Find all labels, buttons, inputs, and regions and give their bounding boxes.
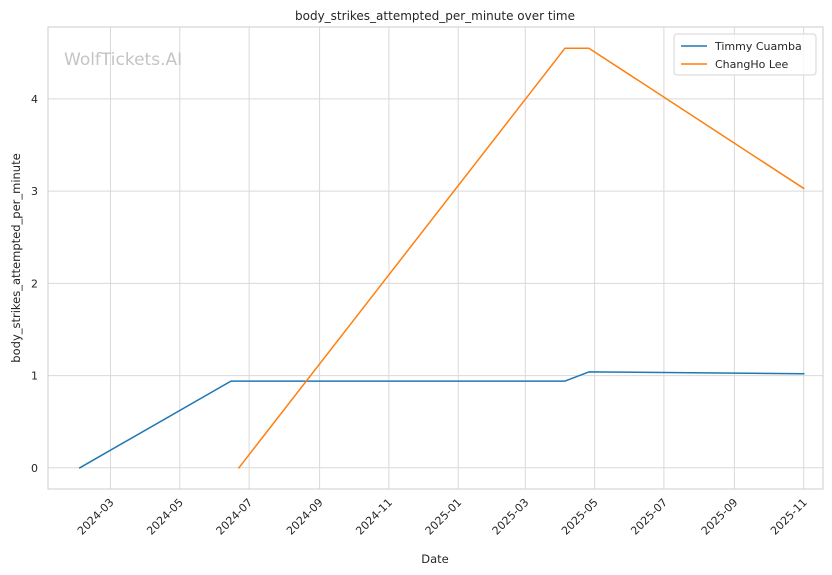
x-tick-label: 2025-07 <box>628 496 670 538</box>
series-line-0 <box>78 371 805 469</box>
x-axis-title: Date <box>421 552 449 566</box>
legend-box <box>673 33 817 76</box>
x-tick-label: 2024-07 <box>214 496 256 538</box>
x-tick-labels: 2024-03 2024-05 2024-07 2024-09 2024-11 2025-… <box>75 496 810 538</box>
x-tick-label: 2025-05 <box>559 496 601 538</box>
y-tick-label: 3 <box>31 185 38 198</box>
x-tick-label: 2024-05 <box>144 496 186 538</box>
series-lines <box>78 47 805 469</box>
x-tick-label: 2024-11 <box>353 496 395 538</box>
x-tick-label: 2025-03 <box>490 496 532 538</box>
y-tick-label: 0 <box>31 462 38 475</box>
watermark: WolfTickets.AI <box>64 50 182 70</box>
legend-label: ChangHo Lee <box>715 58 789 71</box>
y-tick-labels: 0 1 2 3 4 <box>31 93 38 475</box>
x-tick-label: 2025-09 <box>699 496 741 538</box>
y-tick-label: 2 <box>31 277 38 290</box>
y-tick-label: 1 <box>31 370 38 383</box>
grid <box>48 27 823 489</box>
x-tick-label: 2024-03 <box>75 496 117 538</box>
legend-label: Timmy Cuamba <box>714 40 802 53</box>
plot-area-frame <box>47 26 824 490</box>
y-tick-label: 4 <box>31 93 38 106</box>
x-tick-label: 2025-11 <box>768 496 810 538</box>
y-axis-title: body_strikes_attempted_per_minute <box>9 153 23 362</box>
x-tick-label: 2025-01 <box>423 496 465 538</box>
x-tick-label: 2024-09 <box>284 496 326 538</box>
series-line-1 <box>237 47 805 469</box>
chart-title: body_strikes_attempted_per_minute over t… <box>295 9 575 23</box>
legend: Timmy Cuamba ChangHo Lee <box>673 33 817 76</box>
